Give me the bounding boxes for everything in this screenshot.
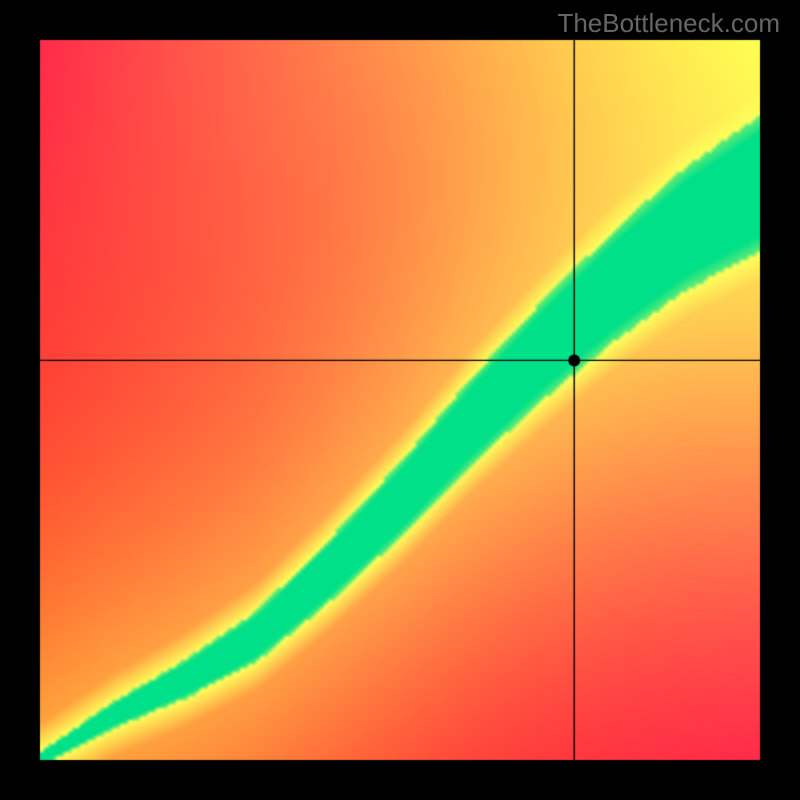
watermark-text: TheBottleneck.com <box>557 8 780 39</box>
chart-container: TheBottleneck.com <box>0 0 800 800</box>
overlay-canvas <box>0 0 800 800</box>
